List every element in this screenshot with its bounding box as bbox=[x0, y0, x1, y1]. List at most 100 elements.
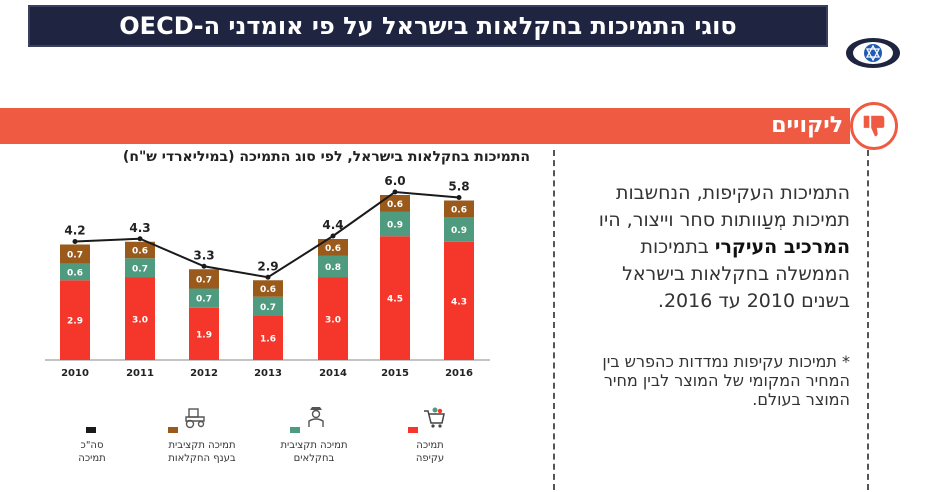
bar-value-label: 1.9 bbox=[196, 330, 212, 340]
cart-icon bbox=[424, 407, 445, 428]
divider-right bbox=[867, 150, 869, 490]
bar-segment bbox=[380, 211, 410, 237]
main-text-part2: בתמיכות הממשלה בחקלאות בישראל בשנים 2010… bbox=[622, 236, 850, 312]
bar-value-label: 3.0 bbox=[325, 315, 341, 325]
x-tick-label: 2010 bbox=[61, 368, 89, 379]
total-value-label: 4.3 bbox=[129, 221, 150, 235]
stacked-bar-chart: 2.9 0.6 0.7 2010 3.0 0.7 0.6 2011 1.9 0.7 0.7 2012 1… bbox=[45, 174, 490, 464]
main-text-bold: המרכיב העיקרי bbox=[714, 236, 850, 258]
legend-label-sector-2: בענף החקלאות bbox=[168, 453, 236, 464]
bar-value-label: 0.7 bbox=[196, 295, 212, 305]
bar-value-label: 0.6 bbox=[451, 205, 467, 215]
bar-segment bbox=[444, 241, 474, 360]
x-tick-label: 2014 bbox=[319, 368, 347, 379]
bar-segment bbox=[253, 316, 283, 360]
footnote: * תמיכות עקיפות נמדדות כהפרש בין המחיר ה… bbox=[602, 352, 850, 409]
bar-value-label: 4.5 bbox=[387, 295, 403, 305]
legend-label-farmers-1: תמיכה תקציבית bbox=[280, 440, 347, 451]
legend-item-total: סה"כ תמיכה bbox=[78, 427, 106, 464]
bar-value-label: 0.6 bbox=[132, 247, 148, 257]
total-value-label: 4.2 bbox=[64, 224, 85, 238]
bar-segment bbox=[125, 258, 155, 278]
section-banner bbox=[0, 108, 850, 144]
total-point bbox=[330, 233, 336, 239]
legend-item-sector: תמיכה תקציבית בענף החקלאות bbox=[168, 408, 236, 464]
bar-value-label: 1.6 bbox=[260, 335, 276, 345]
bars-layer bbox=[45, 195, 490, 361]
total-point bbox=[265, 274, 271, 280]
legend-label-total-2: תמיכה bbox=[78, 453, 105, 464]
thumbs-down-badge bbox=[850, 102, 898, 150]
bar-value-label: 0.6 bbox=[387, 200, 403, 210]
x-tick-label: 2015 bbox=[381, 368, 409, 379]
page-title: סוגי התמיכות בחקלאות בישראל על פי אומדני… bbox=[119, 12, 737, 40]
main-explanation: התמיכות העקיפות, הנחשבות תמיכות מְעַוותו… bbox=[570, 180, 850, 315]
legend-swatch-farmers bbox=[290, 427, 300, 433]
bar-segment bbox=[189, 288, 219, 308]
bar-segment bbox=[60, 280, 90, 360]
bar-segment bbox=[444, 217, 474, 242]
bar-value-label: 0.7 bbox=[260, 303, 276, 313]
total-point bbox=[456, 195, 462, 200]
bar-segment bbox=[253, 280, 283, 297]
chart-title: התמיכות בחקלאות בישראל, לפי סוג התמיכה (… bbox=[122, 149, 530, 165]
total-point bbox=[392, 189, 398, 195]
bar-segment bbox=[318, 277, 348, 360]
divider-left bbox=[553, 150, 555, 490]
bar-segment bbox=[318, 255, 348, 278]
main-text-part1: התמיכות העקיפות, הנחשבות תמיכות מְעַוותו… bbox=[598, 182, 850, 231]
legend-label-farmers-2: בחקלאים bbox=[294, 453, 335, 464]
bar-value-label: 0.6 bbox=[67, 269, 83, 279]
bar-value-label: 0.7 bbox=[196, 275, 212, 285]
total-value-label: 4.4 bbox=[322, 218, 343, 232]
legend-label-indirect-2: עקיפה bbox=[416, 453, 444, 464]
bar-value-label: 0.6 bbox=[260, 285, 276, 295]
top-bar: סוגי התמיכות בחקלאות בישראל על פי אומדני… bbox=[0, 0, 935, 52]
bar-value-label: 4.3 bbox=[451, 297, 467, 307]
x-tick-label: 2016 bbox=[445, 368, 473, 379]
bar-value-label: 0.7 bbox=[67, 251, 83, 261]
bar-value-label: 0.9 bbox=[451, 226, 467, 236]
legend-item-indirect: תמיכה עקיפה bbox=[408, 407, 445, 464]
legend-item-farmers: תמיכה תקציבית בחקלאים bbox=[280, 407, 348, 464]
section-label: ליקויים bbox=[771, 113, 843, 138]
total-value-label: 3.3 bbox=[193, 248, 214, 262]
total-value-label: 2.9 bbox=[257, 259, 278, 273]
total-point bbox=[137, 236, 143, 242]
bar-value-label: 0.6 bbox=[325, 244, 341, 254]
bar-value-label: 3.0 bbox=[132, 315, 148, 325]
bar-segment bbox=[189, 307, 219, 360]
bar-segment bbox=[125, 241, 155, 259]
legend-swatch-sector bbox=[168, 427, 178, 433]
legend-label-total-1: סה"כ bbox=[81, 440, 104, 451]
bar-value-label: 0.9 bbox=[387, 220, 403, 230]
bar-segment bbox=[380, 195, 410, 212]
state-comptroller-emblem-icon bbox=[846, 38, 900, 68]
tractor-icon bbox=[185, 408, 205, 429]
x-tick-label: 2012 bbox=[190, 368, 218, 379]
legend-label-sector-1: תמיכה תקציבית bbox=[168, 440, 235, 451]
x-tick-label: 2011 bbox=[126, 368, 154, 379]
legend-swatch-indirect bbox=[408, 427, 418, 433]
legend-swatch-total bbox=[86, 427, 96, 433]
farmer-icon bbox=[308, 407, 324, 427]
bar-segment bbox=[189, 269, 219, 289]
total-line-layer bbox=[72, 189, 462, 280]
total-point bbox=[72, 239, 78, 244]
bar-segment bbox=[318, 239, 348, 256]
bar-segment bbox=[253, 296, 283, 316]
bar-segment bbox=[380, 236, 410, 360]
bar-value-label: 2.9 bbox=[67, 317, 83, 327]
bar-segment bbox=[444, 200, 474, 217]
legend: תמיכה עקיפה תמיכה תקציבית בחקלאים תמיכה … bbox=[78, 407, 445, 464]
total-value-label: 5.8 bbox=[448, 180, 469, 194]
bar-value-label: 0.8 bbox=[325, 263, 341, 273]
bar-value-label: 0.7 bbox=[132, 264, 148, 274]
total-point bbox=[201, 263, 207, 269]
x-tick-label: 2013 bbox=[254, 368, 282, 379]
legend-label-indirect-1: תמיכה bbox=[416, 440, 443, 451]
total-value-label: 6.0 bbox=[384, 174, 405, 188]
bar-segment bbox=[60, 263, 90, 281]
bar-segment bbox=[125, 277, 155, 360]
bar-segment bbox=[60, 244, 90, 264]
